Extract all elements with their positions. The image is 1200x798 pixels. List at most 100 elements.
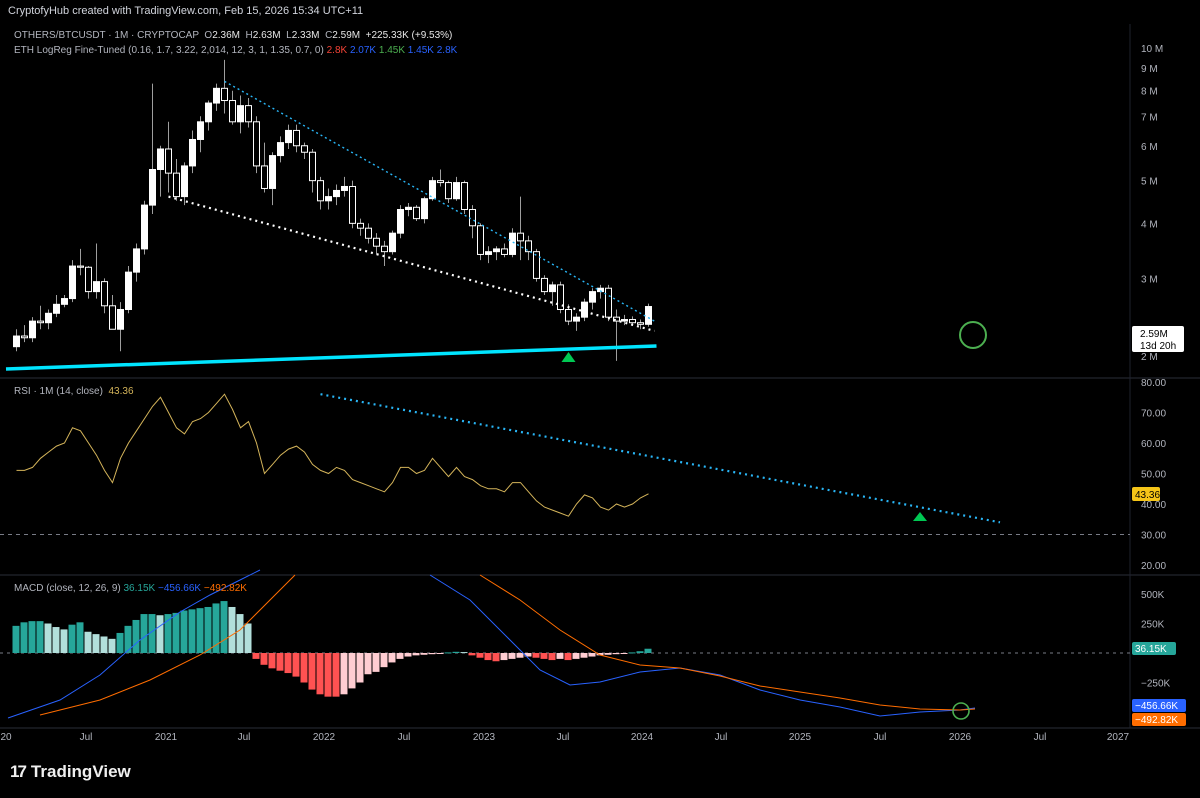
candle-body — [517, 232, 524, 242]
macd-histogram-bar — [140, 614, 148, 653]
candle-body — [525, 240, 532, 253]
high-value: 2.63M — [252, 30, 281, 41]
candle-body — [301, 145, 308, 153]
rsi-badge-text: 43.36 — [1135, 490, 1160, 501]
tradingview-logo[interactable]: 17 TradingView — [10, 762, 131, 782]
high-label: H — [245, 30, 253, 41]
candle-body — [381, 245, 388, 253]
macd-histogram-bar — [236, 614, 244, 653]
candle-body — [453, 182, 460, 200]
macd-label[interactable]: MACD (close, 12, 26, 9) — [14, 583, 121, 594]
macd-badge-text-0: 36.15K — [1135, 644, 1167, 655]
indicator-label[interactable]: ETH LogReg Fine-Tuned (0.16, 1.7, 3.22, … — [14, 45, 324, 56]
macd-cross-circle — [952, 702, 970, 720]
macd-histogram-bar — [124, 625, 132, 653]
macd-histogram-bar — [412, 653, 420, 656]
tradingview-logo-icon: 17 — [10, 762, 27, 781]
macd-values: 36.15K −456.66K −492.82K — [124, 583, 247, 594]
macd-histogram-bar — [380, 653, 388, 668]
candle-body — [173, 172, 180, 198]
macd-histogram-bar — [92, 634, 100, 653]
macd-histogram-bar — [212, 603, 220, 653]
candle-body — [149, 168, 156, 206]
candle-body — [397, 209, 404, 234]
macd-histogram-bar — [596, 653, 604, 656]
low-value: 2.33M — [291, 30, 320, 41]
indicator-value-0: 2.8K — [326, 45, 348, 56]
macd-histogram-bar — [492, 653, 500, 662]
macd-histogram-bar — [44, 623, 52, 653]
candle-body — [621, 319, 628, 322]
macd-tick-1: 250K — [1141, 620, 1165, 631]
time-label-2: 2021 — [155, 732, 178, 743]
candle-body — [645, 306, 652, 325]
candle-body — [469, 209, 476, 227]
candle-body — [421, 198, 428, 220]
candle-body — [277, 142, 284, 157]
indicator-value-3: 1.45K — [405, 45, 434, 56]
candle-body — [245, 105, 252, 123]
candle-body — [197, 121, 204, 140]
macd-histogram-bar — [644, 648, 652, 653]
macd-histogram-bar — [180, 610, 188, 653]
wedge-upper-trendline — [224, 80, 655, 322]
breakout-circle — [959, 321, 987, 349]
macd-histogram-bar — [100, 636, 108, 653]
candle-body — [501, 248, 508, 255]
macd-histogram-bar — [428, 653, 436, 655]
time-label-0: 20 — [0, 732, 12, 743]
macd-histogram-bar — [476, 653, 484, 658]
indicator-value-4: 2.8K — [433, 45, 458, 56]
macd-histogram-bar — [12, 625, 20, 653]
macd-histogram-bar — [516, 653, 524, 658]
candle-body — [37, 320, 44, 324]
time-label-8: 2024 — [631, 732, 654, 743]
macd-histogram-bar — [300, 653, 308, 683]
macd-histogram-bar — [372, 653, 380, 672]
candle-body — [253, 121, 260, 167]
candle-body — [93, 281, 100, 293]
macd-histogram-bar — [244, 623, 252, 653]
macd-histogram-bar — [436, 653, 444, 654]
macd-histogram-bar — [308, 653, 316, 690]
candle-body — [637, 322, 644, 325]
macd-histogram-bar — [420, 653, 428, 655]
support-line — [5, 344, 657, 371]
rsi-trendline — [320, 393, 1001, 524]
candle-body — [581, 301, 588, 318]
macd-histogram-bar — [172, 612, 180, 653]
candle-body — [429, 180, 436, 200]
price-tick-6: 4 M — [1141, 219, 1158, 230]
open-label: O — [204, 30, 213, 41]
candle-body — [221, 87, 228, 102]
candle-body — [109, 305, 116, 330]
price-tick-2: 8 M — [1141, 87, 1158, 98]
candle-body — [269, 155, 276, 189]
candle-body — [365, 227, 372, 239]
credit-text: CryptofyHub created with TradingView.com… — [8, 5, 364, 17]
candle-body — [445, 182, 452, 200]
price-tick-3: 7 M — [1141, 112, 1158, 123]
macd-badge-1 — [1132, 699, 1186, 712]
candle-body — [189, 138, 196, 167]
candle-body — [237, 105, 244, 123]
macd-histogram-bar — [148, 614, 156, 653]
low-label: L — [286, 30, 292, 41]
macd-line — [7, 569, 261, 719]
candle-body — [261, 165, 268, 189]
candle-body — [565, 309, 572, 322]
macd-histogram-bar — [188, 609, 196, 653]
macd-header: MACD (close, 12, 26, 9) 36.15K −456.66K … — [14, 583, 247, 594]
candle-body — [589, 291, 596, 303]
macd-histogram-bar — [156, 615, 164, 653]
rsi-line — [16, 393, 649, 517]
symbol-label[interactable]: OTHERS/BTCUSDT · 1M · CRYPTOCAP — [14, 30, 199, 41]
macd-histogram-bar — [84, 631, 92, 653]
macd-histogram-bar — [636, 651, 644, 653]
macd-histogram-bar — [532, 653, 540, 658]
rsi-label[interactable]: RSI · 1M (14, close) — [14, 386, 103, 397]
candle-body — [165, 148, 172, 174]
candle-body — [605, 287, 612, 318]
candle-body — [157, 148, 164, 170]
